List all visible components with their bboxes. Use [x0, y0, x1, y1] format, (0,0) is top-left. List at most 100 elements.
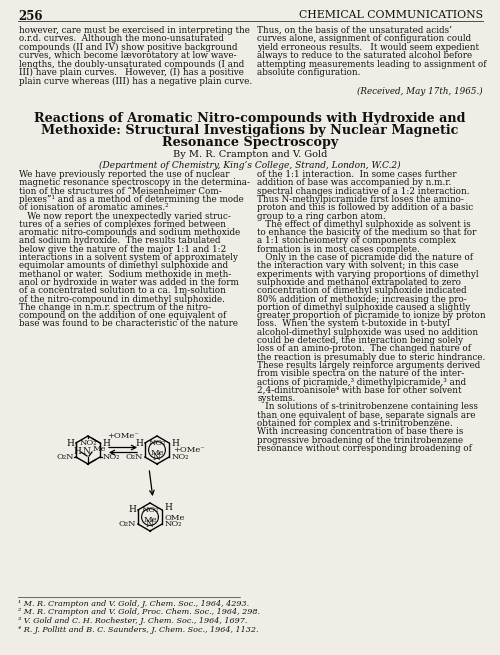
Text: absolute configuration.: absolute configuration. [257, 68, 360, 77]
Text: loss of an amino-proton.  The changed nature of: loss of an amino-proton. The changed nat… [257, 345, 471, 353]
Text: H: H [128, 506, 136, 514]
Text: equimolar amounts of dimethyl sulphoxide and: equimolar amounts of dimethyl sulphoxide… [19, 261, 228, 271]
Text: III) have plain curves.   However, (I) has a positive: III) have plain curves. However, (I) has… [19, 68, 244, 77]
Text: O₂N: O₂N [126, 453, 143, 461]
Text: to enhance the basicity of the medium so that for: to enhance the basicity of the medium so… [257, 228, 476, 237]
Text: Me: Me [150, 449, 164, 457]
Text: N: N [145, 520, 153, 529]
Text: curves, which become lævorotatory at low wave-: curves, which become lævorotatory at low… [19, 51, 236, 60]
Text: concentration of dimethyl sulphoxide indicated: concentration of dimethyl sulphoxide ind… [257, 286, 466, 295]
Text: compound on the addition of one equivalent of: compound on the addition of one equivale… [19, 311, 226, 320]
Text: N: N [152, 453, 160, 462]
Text: however, care must be exercised in interpreting the: however, care must be exercised in inter… [19, 26, 250, 35]
Text: Reactions of Aromatic Nitro-compounds with Hydroxide and: Reactions of Aromatic Nitro-compounds wi… [34, 112, 466, 125]
Text: +OMe⁻: +OMe⁻ [173, 446, 204, 454]
Text: of the 1:1 interaction.  In some cases further: of the 1:1 interaction. In some cases fu… [257, 170, 456, 179]
Text: resonance without corresponding broadening of: resonance without corresponding broadeni… [257, 444, 472, 453]
Text: Only in the case of picramide did the nature of: Only in the case of picramide did the na… [257, 253, 473, 262]
Text: the interaction vary with solvent; in this case: the interaction vary with solvent; in th… [257, 261, 458, 271]
Text: addition of base was accompanied by n.m.r.: addition of base was accompanied by n.m.… [257, 178, 451, 187]
Text: NO₂: NO₂ [171, 453, 188, 461]
Text: the reaction is presumably due to steric hindrance.: the reaction is presumably due to steric… [257, 352, 485, 362]
Text: These results largely reinforce arguments derived: These results largely reinforce argument… [257, 361, 480, 370]
Text: and sodium hydroxide.  The results tabulated: and sodium hydroxide. The results tabula… [19, 236, 220, 246]
Text: Me: Me [93, 445, 106, 453]
Text: Methoxide: Structural Investigations by Nuclear Magnetic: Methoxide: Structural Investigations by … [42, 124, 459, 137]
Text: from visible spectra on the nature of the inter-: from visible spectra on the nature of th… [257, 369, 464, 378]
Text: Resonance Spectroscopy: Resonance Spectroscopy [162, 136, 338, 149]
Text: yield erroneous results.   It would seem expedient: yield erroneous results. It would seem e… [257, 43, 479, 52]
Text: H: H [164, 502, 172, 512]
Text: obtained for complex and s-trinitrobenzene.: obtained for complex and s-trinitrobenze… [257, 419, 452, 428]
Text: experiments with varying proportions of dimethyl: experiments with varying proportions of … [257, 270, 478, 278]
Text: portion of dimethyl sulphoxide caused a slightly: portion of dimethyl sulphoxide caused a … [257, 303, 470, 312]
Text: In solutions of s-trinitrobenzene containing less: In solutions of s-trinitrobenzene contai… [257, 402, 478, 411]
Text: alcohol-dimethyl sulphoxide was used no addition: alcohol-dimethyl sulphoxide was used no … [257, 328, 478, 337]
Text: +OMe⁻: +OMe⁻ [107, 432, 139, 440]
Text: magnetic resonance spectroscopy in the determina-: magnetic resonance spectroscopy in the d… [19, 178, 250, 187]
Text: The effect of dimethyl sulphoxide as solvent is: The effect of dimethyl sulphoxide as sol… [257, 220, 471, 229]
Text: ² M. R. Crampton and V. Gold, Proc. Chem. Soc., 1964, 298.: ² M. R. Crampton and V. Gold, Proc. Chem… [18, 608, 260, 616]
Text: anol or hydroxide in water was added in the form: anol or hydroxide in water was added in … [19, 278, 239, 287]
Text: a 1:1 stoicheiometry of components complex: a 1:1 stoicheiometry of components compl… [257, 236, 456, 246]
Text: loss.  When the system t-butoxide in t-butyl: loss. When the system t-butoxide in t-bu… [257, 320, 450, 328]
Text: o.r.d. curves.  Although the mono-unsaturated: o.r.d. curves. Although the mono-unsatur… [19, 35, 224, 43]
Text: actions of picramide,³ dimethylpicramide,³ and: actions of picramide,³ dimethylpicramide… [257, 377, 466, 386]
Text: NO₂: NO₂ [142, 506, 159, 514]
Text: curves alone, assignment of configuration could: curves alone, assignment of configuratio… [257, 35, 471, 43]
Text: Me: Me [144, 516, 157, 524]
Text: attempting measurements leading to assignment of: attempting measurements leading to assig… [257, 60, 486, 69]
Text: could be detected, the interaction being solely: could be detected, the interaction being… [257, 336, 463, 345]
Text: We have previously reported the use of nuclear: We have previously reported the use of n… [19, 170, 230, 179]
Text: plain curve whereas (III) has a negative plain curve.: plain curve whereas (III) has a negative… [19, 77, 252, 86]
Text: The change in n.m.r. spectrum of the nitro-: The change in n.m.r. spectrum of the nit… [19, 303, 211, 312]
Text: 256: 256 [18, 10, 42, 23]
Text: We now report the unexpectedly varied struc-: We now report the unexpectedly varied st… [19, 212, 231, 221]
Text: methanol or water.  Sodium methoxide in meth-: methanol or water. Sodium methoxide in m… [19, 270, 232, 278]
Text: (Department of Chemistry, King’s College, Strand, London, W.C.2): (Department of Chemistry, King’s College… [99, 161, 401, 170]
Text: progressive broadening of the trinitrobenzene: progressive broadening of the trinitrobe… [257, 436, 463, 445]
Text: ¹ M. R. Crampton and V. Gold, J. Chem. Soc., 1964, 4293.: ¹ M. R. Crampton and V. Gold, J. Chem. S… [18, 600, 249, 608]
Text: N: N [82, 447, 90, 456]
Text: tion of the structures of “Meisenheimer Com-: tion of the structures of “Meisenheimer … [19, 187, 222, 196]
Text: than one equivalent of base, separate signals are: than one equivalent of base, separate si… [257, 411, 476, 420]
Text: always to reduce to the saturated alcohol before: always to reduce to the saturated alcoho… [257, 51, 472, 60]
Text: Thus, on the basis of the unsaturated acids’: Thus, on the basis of the unsaturated ac… [257, 26, 452, 35]
Text: H: H [102, 438, 110, 447]
Text: H: H [73, 447, 81, 455]
Text: spectral changes indicative of a 1:2 interaction.: spectral changes indicative of a 1:2 int… [257, 187, 470, 196]
Text: CHEMICAL COMMUNICATIONS: CHEMICAL COMMUNICATIONS [299, 10, 483, 20]
Text: NO₂: NO₂ [164, 520, 182, 528]
Text: base was found to be characteristic of the nature: base was found to be characteristic of t… [19, 320, 238, 328]
Text: OMe: OMe [164, 514, 184, 522]
Text: below give the nature of the major 1:1 and 1:2: below give the nature of the major 1:1 a… [19, 245, 226, 253]
Text: (Received, May 17th, 1965.): (Received, May 17th, 1965.) [358, 86, 483, 96]
Text: NO₂: NO₂ [102, 453, 120, 461]
Text: H: H [66, 438, 74, 447]
Text: plexes”¹ and as a method of determining the mode: plexes”¹ and as a method of determining … [19, 195, 244, 204]
Text: With increasing concentration of base there is: With increasing concentration of base th… [257, 427, 464, 436]
Text: NO₂: NO₂ [79, 439, 97, 447]
Text: interactions in a solvent system of approximately: interactions in a solvent system of appr… [19, 253, 238, 262]
Text: compounds (II and IV) show positive background: compounds (II and IV) show positive back… [19, 43, 238, 52]
Text: NO₂: NO₂ [148, 439, 166, 447]
Text: 80% addition of methoxide; increasing the pro-: 80% addition of methoxide; increasing th… [257, 295, 467, 303]
Text: sulphoxide and methanol extrapolated to zero: sulphoxide and methanol extrapolated to … [257, 278, 461, 287]
Text: greater proportion of picramide to ionize by proton: greater proportion of picramide to ioniz… [257, 311, 486, 320]
Text: of ionisation of aromatic amines.²: of ionisation of aromatic amines.² [19, 203, 169, 212]
Text: aromatic nitro-compounds and sodium methoxide: aromatic nitro-compounds and sodium meth… [19, 228, 240, 237]
Text: of a concentrated solution to a ca. 1ɱ-solution: of a concentrated solution to a ca. 1ɱ-s… [19, 286, 226, 295]
Text: lengths, the doubly-unsaturated compounds (I and: lengths, the doubly-unsaturated compound… [19, 60, 244, 69]
Text: of the nitro-compound in dimethyl sulphoxide.: of the nitro-compound in dimethyl sulpho… [19, 295, 225, 303]
Text: formation is in most cases complete.: formation is in most cases complete. [257, 245, 420, 253]
Text: ³ V. Gold and C. H. Rochester, J. Chem. Soc., 1964, 1697.: ³ V. Gold and C. H. Rochester, J. Chem. … [18, 617, 248, 625]
Text: systems.: systems. [257, 394, 295, 403]
Text: Thus N-methylpicramide first loses the amino-: Thus N-methylpicramide first loses the a… [257, 195, 464, 204]
Text: group to a ring carbon atom.: group to a ring carbon atom. [257, 212, 386, 221]
Text: By M. R. Crampton and V. Gold: By M. R. Crampton and V. Gold [173, 150, 327, 159]
Text: 2,4-dinitroanisole⁴ with base for other solvent: 2,4-dinitroanisole⁴ with base for other … [257, 386, 462, 395]
Text: O₂N: O₂N [56, 453, 74, 461]
Text: H: H [171, 438, 179, 447]
Text: H: H [135, 438, 143, 447]
Text: proton and this is followed by addition of a basic: proton and this is followed by addition … [257, 203, 473, 212]
